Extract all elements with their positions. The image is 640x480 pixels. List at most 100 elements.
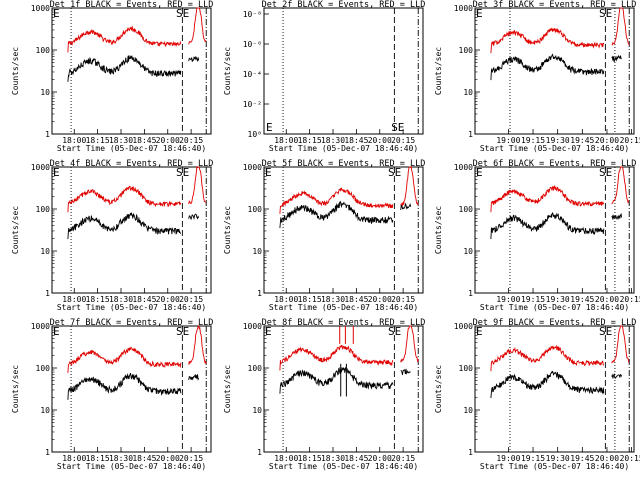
panel-5-ylabel: Counts/sec [223,206,232,254]
panel-8-xtick-label: 20:00 [368,454,392,463]
panel-5-label-se: SE [388,166,401,179]
panel-4-label-se: SE [176,166,189,179]
panel-4-ytick-label: 1000 [31,163,50,172]
panel-3-frame [474,7,635,135]
panel-7-xlabel: Start Time (05-Dec-07 18:46:40) [57,462,206,471]
panel-8-ytick-label: 1000 [243,322,262,331]
panel-9-series-lld-tail [611,325,630,364]
panel-3-series-lld-tail [611,7,630,46]
panel-6-ytick-label: 1 [468,289,473,298]
panel-9-series-events [490,370,605,399]
panel-5-series-events-tail [400,202,412,211]
panel-3-xtick-label: 19:00 [496,136,520,145]
panel-1-xtick-label: 18:45 [132,136,156,145]
panel-2-label-se: SE [391,121,404,134]
panel-2-xtick-label: 18:30 [321,136,345,145]
panel-4-xtick-label: 18:30 [109,295,133,304]
panel-8-xtick-label: 18:00 [274,454,298,463]
panel-6-title: Det 6f BLACK = Events, RED = LLD [473,159,637,169]
panel-3-series-events-tail [611,54,622,63]
panel-4-frame [51,166,212,294]
panel-8-ytick-label: 1 [257,448,262,457]
panel-6-ytick-label: 10 [463,247,473,256]
panel-4-series-events-tail [188,213,200,220]
panel-7-title: Det 7f BLACK = Events, RED = LLD [50,318,214,328]
panel-4-ytick-label: 10 [40,247,50,256]
panel-4-ylabel: Counts/sec [11,206,20,254]
panel-1-label-se: SE [176,7,189,20]
panel-2-xtick-label: 20:00 [368,136,392,145]
panel-5-series-events [279,200,394,229]
panel-7-ytick-label: 1 [45,448,50,457]
panel-3-xtick-label: 20:15 [620,136,640,145]
panel-8-ytick-label: 100 [248,364,263,373]
panel-2-xtick-label: 18:00 [274,136,298,145]
panel-1-ytick-label: 1000 [31,4,50,13]
panel-3-xtick-label: 19:45 [570,136,594,145]
panel-8-series-lld [279,344,394,371]
panel-8-ylabel: Counts/sec [223,365,232,413]
panel-4-ytick-label: 100 [36,205,51,214]
panel-9-label-e: E [476,325,483,338]
panel-1-xtick-label: 20:15 [179,136,203,145]
panel-1-xtick-label: 18:30 [109,136,133,145]
panel-2-xtick-label: 18:45 [344,136,368,145]
panel-6-xtick-label: 19:30 [546,295,570,304]
panel-5-xtick-label: 20:15 [391,295,415,304]
panel-9-ytick-label: 1000 [454,322,473,331]
panel-3-ytick-label: 100 [459,46,474,55]
panel-9-frame [474,325,635,453]
panel-9-series-events-tail [611,372,623,379]
panel-7-frame [51,325,212,453]
panel-8-frame [263,325,424,453]
panel-2-xtick-label: 20:15 [391,136,415,145]
panel-4-xtick-label: 18:15 [86,295,110,304]
panel-7-ylabel: Counts/sec [11,365,20,413]
panel-6-xtick-label: 19:00 [496,295,520,304]
panel-1-xtick-label: 18:15 [86,136,110,145]
panel-4-xtick-label: 18:45 [132,295,156,304]
panel-1-ytick-label: 1 [45,130,50,139]
panel-6-series-events-tail [611,213,623,221]
panel-2-ytick-label: 10⁰ [248,130,262,139]
panel-1-series-events-tail [188,55,200,63]
panel-2-xlabel: Start Time (05-Dec-07 18:46:40) [269,144,418,153]
panel-3-series-events [490,53,605,81]
panel-5-title: Det 5f BLACK = Events, RED = LLD [262,159,426,169]
panel-2-ylabel: Counts/sec [223,47,232,95]
panel-5-xlabel: Start Time (05-Dec-07 18:46:40) [269,303,418,312]
panel-2-ytick-label: 10⁻² [243,100,262,109]
panel-7-label-e: E [53,325,60,338]
panel-7-ytick-label: 10 [40,406,50,415]
panel-1-series-events [67,55,182,82]
panel-5-ytick-label: 1 [257,289,262,298]
panel-1-xtick-label: 18:00 [62,136,86,145]
panel-8-label-se: SE [388,325,401,338]
panel-5-series-lld-tail [400,166,419,208]
panel-1-series-lld-tail [188,7,207,45]
panel-7-series-lld-tail [188,325,207,365]
panel-7-xtick-label: 18:00 [62,454,86,463]
panel-6-ylabel: Counts/sec [434,206,443,254]
panel-4-series-lld [67,185,182,213]
panel-2-title: Det 2f BLACK = Events, RED = LLD [262,0,426,10]
panel-4-xlabel: Start Time (05-Dec-07 18:46:40) [57,303,206,312]
panel-3-label-se: SE [599,7,612,20]
panel-1-ytick-label: 10 [40,88,50,97]
panel-5-series-lld [279,187,394,214]
panel-9-xtick-label: 20:15 [620,454,640,463]
panel-2-frame [263,7,424,135]
panel-8-series-events-tail [400,368,411,375]
panel-6-xtick-label: 19:45 [570,295,594,304]
panel-3-xtick-label: 20:00 [595,136,619,145]
panel-6-xtick-label: 20:00 [595,295,619,304]
panel-5-xtick-label: 18:30 [321,295,345,304]
panel-6-xtick-label: 19:15 [521,295,545,304]
panel-9-ytick-label: 1 [468,448,473,457]
panel-7-ytick-label: 1000 [31,322,50,331]
panel-5-xtick-label: 20:00 [368,295,392,304]
panel-5-frame [263,166,424,294]
panel-5-label-e: E [265,166,272,179]
panel-5-ytick-label: 100 [248,205,263,214]
